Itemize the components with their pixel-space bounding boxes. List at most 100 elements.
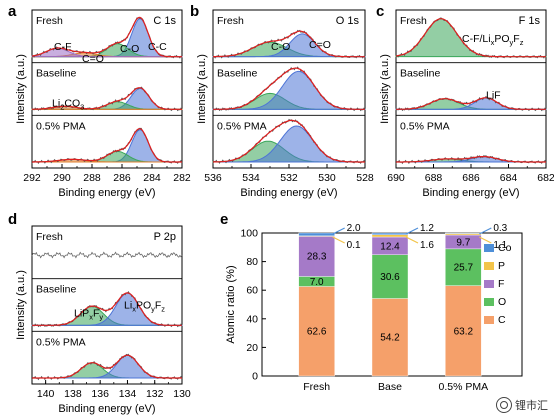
bar-value-label: 9.7 bbox=[456, 237, 470, 248]
x-tick-label: 534 bbox=[242, 172, 260, 184]
x-tick-label: 282 bbox=[173, 172, 191, 184]
bar-value-label: 7.0 bbox=[310, 277, 324, 288]
fit-envelope bbox=[213, 67, 365, 110]
x-axis-label: Binding energy (eV) bbox=[58, 403, 155, 415]
callout-value-p: 0.1 bbox=[347, 240, 361, 251]
fit-envelope bbox=[32, 354, 182, 379]
peak-annotation: C-F/LixPOyFz bbox=[462, 33, 524, 47]
y-axis-label: Intensity (a.u.) bbox=[379, 54, 391, 124]
x-axis-label: Binding energy (eV) bbox=[422, 187, 519, 199]
peak-annotation: LiPxFy bbox=[74, 308, 103, 322]
panel-a: a 292 290 288 286 284 282 Binding energy (eV) In… bbox=[8, 3, 191, 199]
peak-annotation: C=O bbox=[309, 39, 331, 51]
legend-swatch-c bbox=[484, 316, 494, 324]
bar-segment-f bbox=[298, 235, 335, 277]
x-tick-label: 530 bbox=[318, 172, 336, 184]
peak-annotation: C-O bbox=[271, 41, 290, 53]
fit-envelope bbox=[32, 128, 182, 163]
panel-b: b 536 534 532 530 528 Binding energy (eV) Inten… bbox=[190, 3, 374, 199]
panel-letter-e: e bbox=[220, 211, 228, 228]
x-tick-label: 134 bbox=[119, 388, 137, 400]
legend-label-f: F bbox=[498, 278, 504, 290]
callout-arrow-co bbox=[332, 227, 345, 235]
legend-swatch-co bbox=[484, 244, 494, 252]
panel-letter-b: b bbox=[190, 3, 199, 20]
y-axis-label: Atomic ratio (%) bbox=[225, 265, 237, 343]
x-category-label: Fresh bbox=[303, 381, 330, 393]
y-tick-label: 40 bbox=[246, 313, 258, 325]
x-tick-label: 130 bbox=[173, 388, 191, 400]
x-tick-label: 286 bbox=[113, 172, 131, 184]
fit-envelope bbox=[396, 156, 546, 163]
callout-arrow-p bbox=[332, 236, 345, 244]
panel-letter-c: c bbox=[376, 3, 384, 20]
callout-value-co: 1.2 bbox=[420, 223, 434, 234]
plot-frame-a bbox=[31, 9, 183, 169]
legend-label-p: P bbox=[498, 260, 505, 272]
bar-segment-co bbox=[371, 232, 409, 235]
x-tick-label: 690 bbox=[387, 172, 405, 184]
x-tick-label: 684 bbox=[500, 172, 518, 184]
y-axis-label: Intensity (a.u.) bbox=[15, 270, 27, 340]
peak-annotation: C-C bbox=[148, 41, 167, 53]
bar-value-label: 30.6 bbox=[380, 272, 400, 283]
plot-frame-d bbox=[31, 225, 183, 385]
bar-segment-o bbox=[445, 248, 482, 286]
x-tick-label: 528 bbox=[356, 172, 374, 184]
panel-title: P 2p bbox=[154, 231, 176, 243]
callout-value-co: 2.0 bbox=[347, 223, 361, 234]
callout-arrow-co bbox=[479, 227, 492, 235]
row-label: Baseline bbox=[217, 68, 257, 80]
peak-annotation: LixPOyFz bbox=[124, 300, 165, 314]
x-tick-label: 290 bbox=[53, 172, 71, 184]
peak-annotation: C-F bbox=[54, 41, 72, 53]
x-tick-label: 288 bbox=[83, 172, 101, 184]
watermark: 锂市汇 bbox=[496, 397, 548, 413]
x-tick-label: 292 bbox=[23, 172, 41, 184]
bar-segment-p bbox=[371, 234, 409, 238]
callout-arrow-p bbox=[479, 236, 492, 244]
panel-title: O 1s bbox=[336, 15, 360, 27]
bar-value-label: 54.2 bbox=[380, 333, 400, 344]
legend-label-co: Co bbox=[498, 242, 512, 254]
fit-envelope bbox=[31, 87, 182, 110]
peak-annotation: Li2CO3 bbox=[52, 98, 84, 112]
legend-swatch-o bbox=[484, 298, 494, 306]
bar-segment-co bbox=[445, 232, 482, 234]
peak-annotation: C=O bbox=[82, 53, 104, 65]
x-tick-label: 132 bbox=[146, 388, 164, 400]
fit-envelope bbox=[32, 292, 182, 326]
x-tick-label: 136 bbox=[91, 388, 109, 400]
y-tick-label: 60 bbox=[246, 285, 258, 297]
legend-swatch-f bbox=[484, 280, 494, 288]
panel-letter-d: d bbox=[8, 211, 17, 228]
bar-value-label: 28.3 bbox=[307, 252, 327, 263]
callout-value-p: 1.1 bbox=[493, 240, 507, 251]
row-label: Fresh bbox=[36, 15, 63, 27]
row-label: Baseline bbox=[36, 284, 76, 296]
panel-title: F 1s bbox=[519, 15, 541, 27]
watermark-text: 锂市汇 bbox=[515, 400, 548, 412]
x-tick-label: 140 bbox=[37, 388, 55, 400]
callout-arrow-p bbox=[405, 236, 419, 244]
fit-envelope bbox=[395, 18, 546, 58]
row-label: Fresh bbox=[217, 15, 244, 27]
row-label: 0.5% PMA bbox=[36, 336, 86, 348]
peak-annotation: LiF bbox=[486, 90, 501, 102]
fit-envelope bbox=[31, 16, 182, 58]
y-tick-label: 20 bbox=[246, 342, 258, 354]
y-axis-label: Intensity (a.u.) bbox=[196, 54, 208, 124]
legend-label-o: O bbox=[498, 296, 506, 308]
y-axis-label: Intensity (a.u.) bbox=[15, 54, 27, 124]
row-label: Fresh bbox=[36, 231, 63, 243]
x-tick-label: 138 bbox=[64, 388, 82, 400]
bar-value-label: 25.7 bbox=[454, 263, 474, 274]
row-label: Baseline bbox=[400, 68, 440, 80]
row-label: 0.5% PMA bbox=[36, 120, 86, 132]
x-category-label: 0.5% PMA bbox=[439, 381, 489, 393]
panel-c: c 690 688 686 684 682 Binding energy (eV) Inten… bbox=[376, 3, 554, 199]
panel-title: C 1s bbox=[153, 15, 176, 27]
y-tick-label: 100 bbox=[240, 228, 258, 240]
